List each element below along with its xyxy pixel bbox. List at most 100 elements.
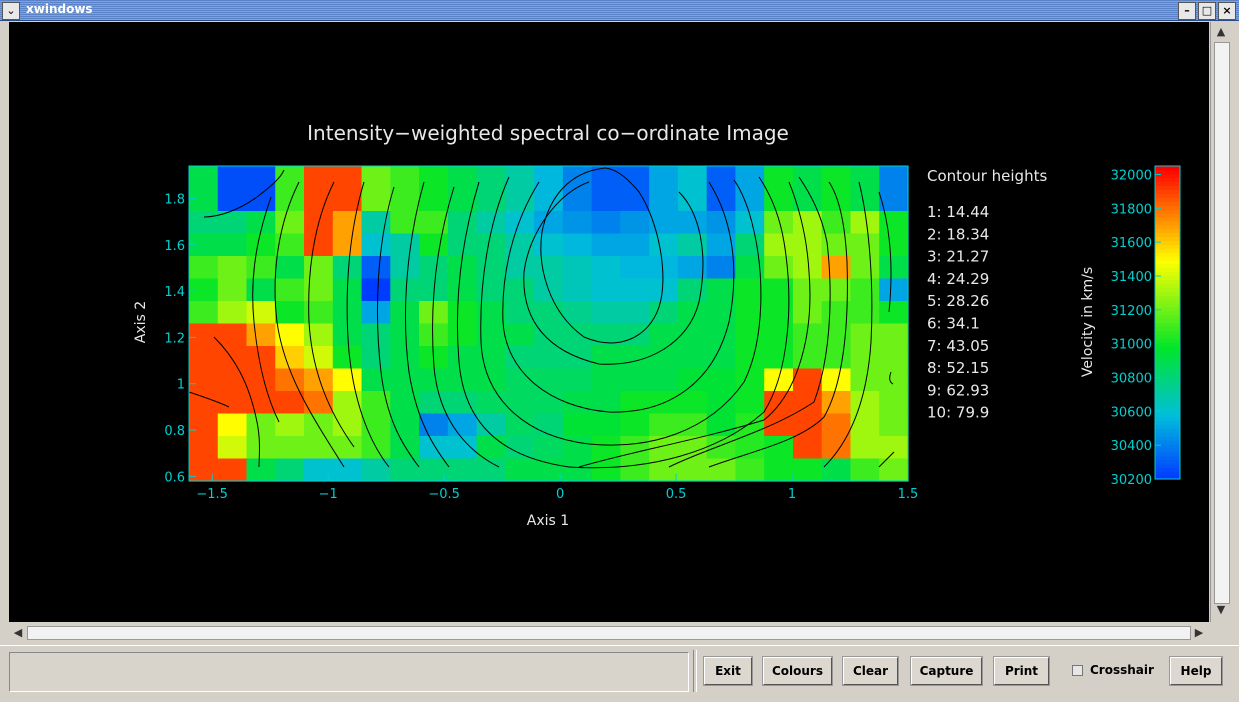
horizontal-scroll-track[interactable]	[27, 626, 1191, 640]
heatmap-cell	[332, 166, 363, 190]
heatmap-cell	[591, 413, 621, 437]
heatmap-cell	[562, 368, 593, 392]
colorbar-segment	[1155, 177, 1180, 183]
heatmap-cell	[390, 346, 420, 370]
heatmap-cell	[879, 278, 909, 302]
heatmap-cell	[419, 233, 449, 257]
heatmap-cell	[304, 458, 334, 482]
capture-button[interactable]: Capture	[911, 657, 982, 685]
heatmap-cell	[189, 188, 219, 212]
contour-line	[432, 186, 500, 468]
colours-button[interactable]: Colours	[763, 657, 832, 685]
heatmap-cell	[361, 233, 391, 257]
heatmap-cell	[304, 323, 334, 347]
print-button[interactable]: Print	[994, 657, 1049, 685]
heatmap-cell	[246, 458, 276, 482]
heatmap-cell	[677, 211, 708, 235]
window-title: xwindows	[26, 2, 93, 16]
y-tick-label: 0.6	[164, 470, 185, 485]
divider	[693, 650, 697, 692]
contour-line	[308, 181, 355, 448]
heatmap-cells	[189, 166, 909, 482]
heatmap-cell	[476, 211, 506, 235]
heatmap-cell	[275, 278, 305, 302]
heatmap-cell	[677, 301, 708, 325]
help-button[interactable]: Help	[1170, 657, 1222, 685]
heatmap-cell	[591, 188, 621, 212]
heatmap-cell	[390, 233, 420, 257]
clear-button[interactable]: Clear	[843, 657, 898, 685]
heatmap-cell	[476, 301, 506, 325]
scroll-down-icon[interactable]: ▼	[1216, 603, 1226, 616]
heatmap-cell	[217, 278, 248, 302]
heatmap-cell	[189, 413, 219, 437]
contour-level-item: 2: 18.34	[927, 225, 989, 243]
heatmap-cell	[217, 368, 248, 392]
heatmap-cell	[332, 256, 363, 280]
heatmap-cell	[390, 256, 420, 280]
heatmap-cell	[677, 188, 708, 212]
contour-line	[480, 176, 762, 446]
colorbar-segment	[1155, 166, 1180, 171]
vertical-scroll-track[interactable]	[1214, 42, 1230, 604]
scroll-right-icon[interactable]: ▶	[1194, 626, 1204, 639]
colorbar-segment	[1155, 455, 1180, 461]
x-tick-label: 0.5	[666, 487, 687, 502]
heatmap-cell	[534, 211, 564, 235]
heatmap-cell	[735, 436, 765, 460]
colorbar-segment	[1155, 369, 1180, 374]
heatmap-cell	[419, 211, 449, 235]
scroll-up-icon[interactable]: ▲	[1216, 25, 1226, 38]
heatmap-cell	[735, 301, 765, 325]
heatmap-cell	[447, 166, 478, 190]
heatmap-cell	[792, 323, 823, 347]
heatmap-cell	[850, 278, 880, 302]
colorbar	[1155, 166, 1180, 480]
heatmap-cell	[419, 368, 449, 392]
contour-line	[878, 191, 892, 313]
colorbar-tick-label: 32000	[1111, 168, 1152, 183]
close-icon[interactable]: ×	[1218, 2, 1236, 20]
colorbar-segment	[1155, 306, 1180, 312]
scroll-left-icon[interactable]: ◀	[13, 626, 23, 639]
heatmap-cell	[764, 233, 794, 257]
chevron-down-icon[interactable]: ⌄	[2, 2, 20, 20]
heatmap-cell	[764, 413, 794, 437]
exit-button[interactable]: Exit	[704, 657, 752, 685]
heatmap-cell	[620, 391, 650, 415]
heatmap-cell	[361, 256, 391, 280]
heatmap-cell	[764, 278, 794, 302]
heatmap-cell	[591, 256, 621, 280]
heatmap-cell	[735, 413, 765, 437]
heatmap-cell	[620, 368, 650, 392]
contour-line	[346, 181, 390, 468]
vertical-scrollbar[interactable]: ▲ ▼	[1210, 22, 1231, 622]
heatmap-cell	[821, 211, 852, 235]
window-titlebar[interactable]: ⌄ xwindows – □ ×	[0, 0, 1239, 21]
horizontal-scrollbar[interactable]: ◀ ▶	[9, 624, 1209, 642]
heatmap-cell	[677, 413, 708, 437]
heatmap-cell	[591, 391, 621, 415]
heatmap-cell	[764, 188, 794, 212]
heatmap-cell	[275, 256, 305, 280]
heatmap-cell	[706, 278, 737, 302]
colorbar-segment	[1155, 267, 1180, 273]
heatmap-cell	[735, 278, 765, 302]
heatmap-cell	[649, 166, 679, 190]
colorbar-segment	[1155, 252, 1180, 257]
colorbar-segment	[1155, 232, 1180, 238]
heatmap-cell	[850, 211, 880, 235]
heatmap-cell	[476, 413, 506, 437]
contour-line	[540, 167, 664, 344]
plot-canvas[interactable]: −1.5 −1 −0.5 0 0.5 1 1.5 0.6 0.8 1 1.2 1.4 1.6 1.8 I…	[9, 22, 1209, 622]
contour-line	[668, 176, 831, 468]
heatmap-cell	[246, 256, 276, 280]
maximize-icon[interactable]: □	[1198, 2, 1216, 20]
minimize-icon[interactable]: –	[1178, 2, 1196, 20]
heatmap-cell	[821, 278, 852, 302]
crosshair-checkbox[interactable]	[1072, 665, 1083, 676]
x-tick-label: 1	[788, 487, 796, 502]
heatmap-cell	[534, 323, 564, 347]
heatmap-cell	[534, 166, 564, 190]
heatmap-cell	[246, 233, 276, 257]
